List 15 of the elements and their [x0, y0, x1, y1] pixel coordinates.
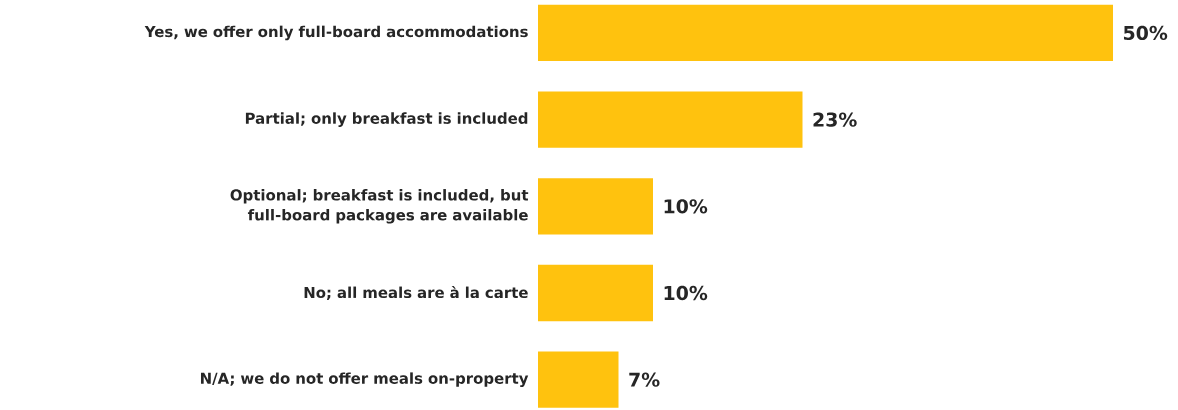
y-tick-label: No; all meals are à la carte — [304, 285, 528, 301]
data-label: 50% — [1123, 25, 1168, 41]
y-tick-label: Yes, we offer only full-board accommodations — [144, 25, 528, 41]
y-tick-label: Optional; breakfast is included, but full-board packages are available — [230, 189, 529, 224]
data-label: 23% — [813, 112, 857, 127]
bar — [538, 264, 653, 322]
bar — [538, 4, 1114, 62]
bar — [538, 91, 803, 148]
bar — [538, 178, 653, 235]
y-tick-label: N/A; we do not offer meals on-property — [201, 372, 529, 387]
data-label: 7% — [629, 372, 660, 387]
y-tick-label: Partial; only breakfast is included — [245, 112, 528, 127]
data-label: 10% — [664, 285, 708, 301]
data-label: 10% — [664, 199, 708, 214]
bar — [538, 351, 619, 408]
